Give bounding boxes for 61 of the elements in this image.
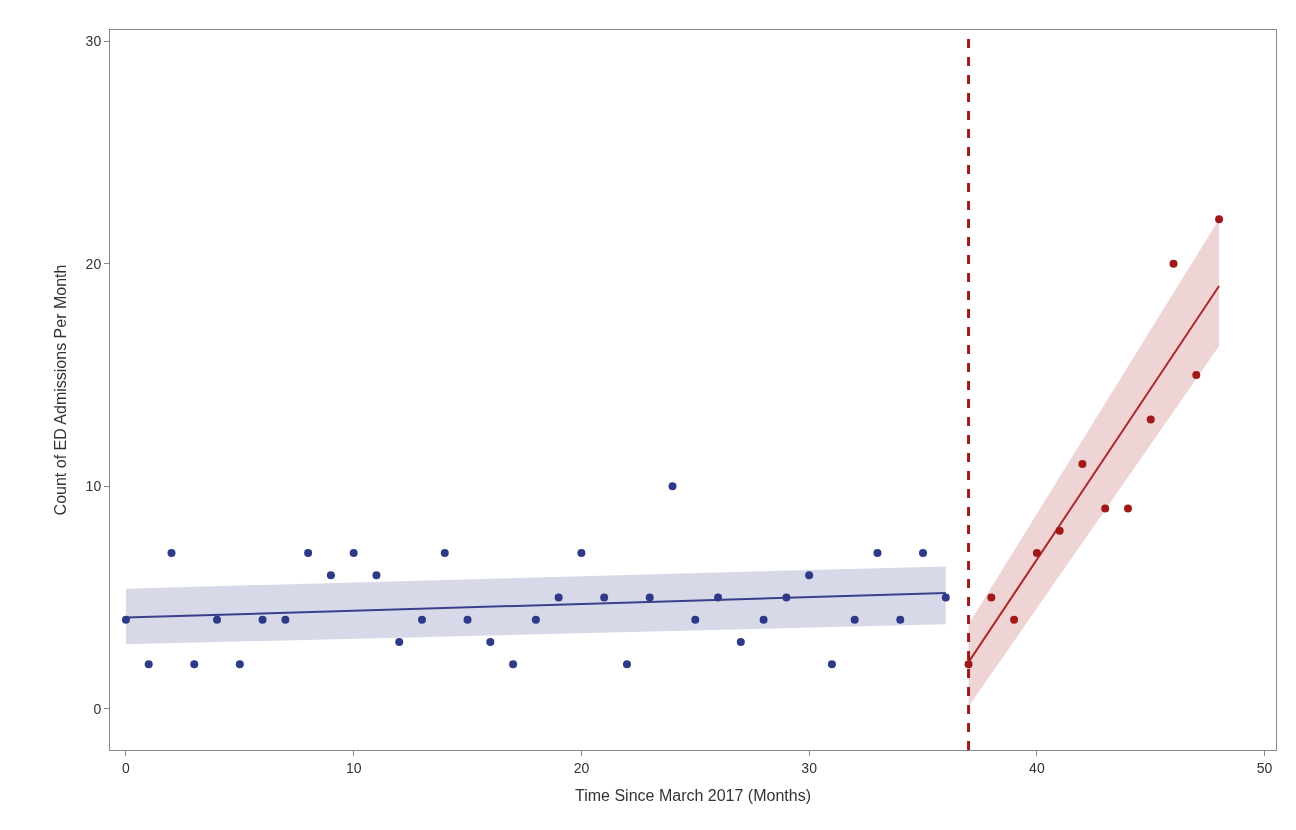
point — [1123, 504, 1132, 513]
point — [1215, 215, 1224, 224]
point — [463, 615, 472, 624]
point — [531, 615, 540, 624]
point — [509, 660, 518, 669]
point — [1078, 460, 1087, 468]
point — [850, 615, 859, 624]
y-tick-label: 10 — [85, 478, 102, 495]
x-tick-label: 40 — [1029, 759, 1045, 776]
x-tick-label: 50 — [1256, 759, 1273, 776]
point — [645, 593, 654, 602]
point — [372, 571, 381, 580]
point — [873, 549, 882, 558]
point — [736, 638, 745, 647]
point — [964, 660, 973, 669]
point — [281, 615, 290, 624]
point — [1101, 504, 1110, 513]
point — [190, 660, 199, 669]
point — [577, 549, 586, 558]
point — [554, 593, 563, 602]
point — [987, 593, 996, 602]
y-tick-label: 20 — [85, 255, 102, 272]
point — [235, 660, 244, 669]
x-axis-title: Time Since March 2017 (Months) — [575, 787, 811, 805]
point — [1192, 370, 1201, 379]
y-axis-title: Count of ED Admissions Per Month — [51, 264, 69, 516]
point — [1055, 526, 1064, 535]
point — [326, 571, 335, 580]
x-tick-label: 0 — [122, 759, 131, 776]
point — [919, 549, 928, 558]
point — [144, 660, 153, 669]
point — [304, 549, 313, 558]
point — [258, 615, 267, 624]
point — [782, 593, 791, 602]
point — [668, 482, 677, 491]
point — [805, 571, 814, 580]
y-tick-label: 30 — [85, 33, 102, 50]
point — [827, 660, 836, 669]
point — [1010, 615, 1019, 624]
point — [1032, 549, 1041, 558]
point — [418, 615, 426, 624]
point — [167, 549, 176, 558]
y-tick-label: 0 — [93, 700, 102, 717]
point — [714, 593, 723, 602]
point — [349, 549, 358, 558]
point — [941, 593, 950, 602]
point — [691, 615, 700, 624]
point — [759, 615, 768, 624]
point — [395, 638, 404, 647]
x-tick-label: 10 — [345, 759, 362, 776]
point — [121, 615, 130, 624]
point — [1146, 415, 1155, 424]
x-tick-label: 20 — [573, 759, 590, 776]
point — [213, 615, 222, 624]
point — [622, 660, 631, 669]
point — [1169, 259, 1178, 268]
point — [440, 549, 449, 558]
point — [896, 615, 905, 624]
point — [600, 593, 609, 602]
point — [486, 638, 495, 647]
x-tick-label: 30 — [801, 759, 818, 776]
